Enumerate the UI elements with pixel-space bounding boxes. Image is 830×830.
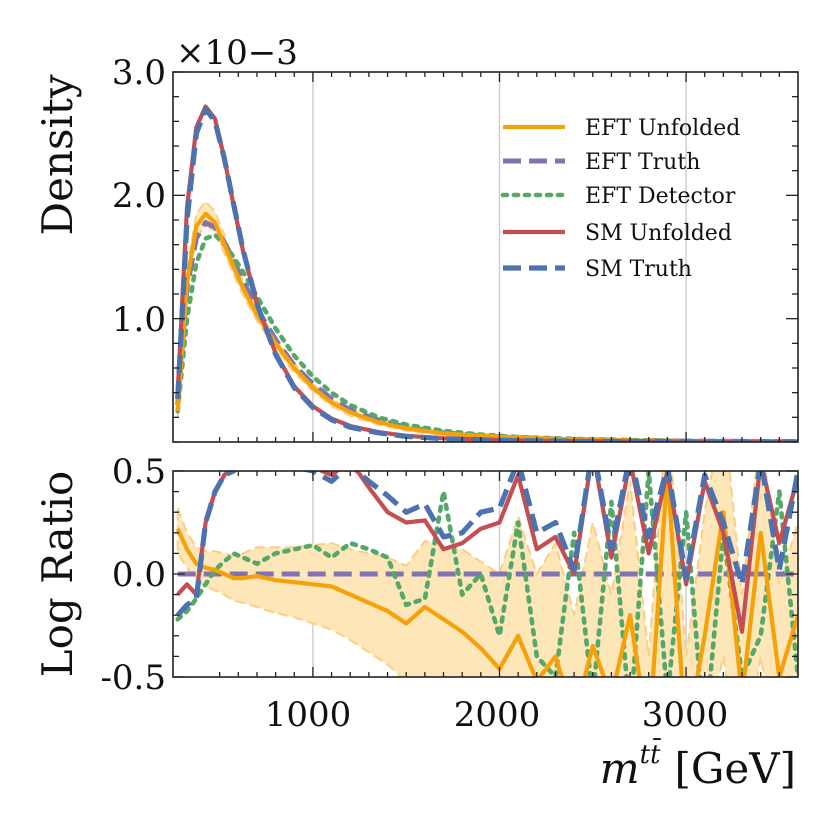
x-tick-label-1000: 1000 [265, 695, 352, 735]
x-tick-label-2000: 2000 [454, 695, 541, 735]
density-frame [172, 71, 799, 443]
legend-entry-sm-truth: SM Truth [503, 257, 692, 282]
svg-text:SM Truth: SM Truth [585, 257, 692, 282]
density-line-eft-truth [175, 220, 798, 442]
density-panel: 3.0 2.0 1.0 ×10−3 Density EFT Unfolded E… [33, 33, 799, 443]
ratio-panel: 0.5 0.0 -0.5 1000 2000 3000 Log Ratio mt… [33, 452, 799, 793]
ratio-y-tick-label-neg: -0.5 [100, 658, 166, 698]
density-series [175, 104, 798, 442]
ratio-line-sm-unfolded [176, 471, 798, 634]
ratio-ticks [173, 470, 798, 678]
scale-label: ×10−3 [176, 33, 298, 73]
density-ticks [173, 71, 798, 443]
svg-text:SM Unfolded: SM Unfolded [585, 221, 732, 246]
density-ylabel: Density [33, 74, 82, 235]
legend-entry-eft-truth: EFT Truth [503, 150, 700, 175]
ratio-band [176, 471, 798, 677]
ratio-series [175, 471, 798, 677]
y-tick-label-3: 3.0 [112, 53, 166, 93]
x-axis-label: mtt̄ [GeV] [600, 737, 796, 793]
ratio-y-tick-label-zero: 0.0 [112, 555, 166, 595]
ratio-uncertainty-band [176, 471, 798, 677]
eft-unfolded-band [176, 199, 798, 442]
ratio-y-tick-label-pos: 0.5 [112, 452, 166, 492]
density-uncertainty-band [176, 199, 798, 442]
legend-entry-eft-unfolded: EFT Unfolded [503, 116, 740, 141]
density-line-sm-truth [175, 106, 798, 442]
svg-text:EFT Truth: EFT Truth [585, 150, 700, 175]
ratio-ylabel: Log Ratio [33, 471, 82, 678]
svg-text:EFT Unfolded: EFT Unfolded [585, 116, 740, 141]
legend-entry-eft-detector: EFT Detector [500, 184, 736, 209]
ratio-line-eft-unfolded [175, 471, 798, 677]
x-tick-label-3000: 3000 [642, 695, 729, 735]
density-grid [312, 72, 687, 442]
y-tick-label-1: 1.0 [112, 300, 166, 340]
density-line-sm-unfolded [175, 104, 798, 442]
density-line-eft-unfolded [175, 211, 798, 442]
y-tick-label-2: 2.0 [112, 176, 166, 216]
svg-text:EFT Detector: EFT Detector [585, 184, 736, 209]
ratio-line-eft-detector [175, 471, 798, 677]
legend-entry-sm-unfolded: SM Unfolded [503, 221, 732, 246]
ratio-frame [172, 470, 799, 678]
legend: EFT Unfolded EFT Truth EFT Detector SM U… [500, 116, 740, 282]
